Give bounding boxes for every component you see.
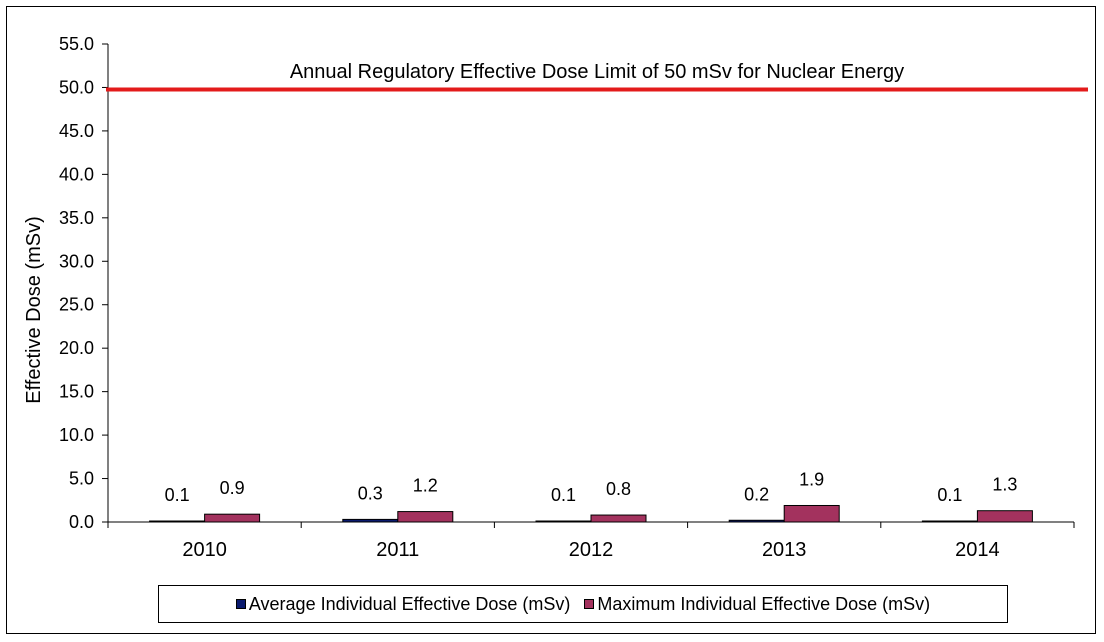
y-tick-label: 0.0 xyxy=(69,512,94,532)
data-label-average: 0.1 xyxy=(551,485,576,505)
legend-label-average: Average Individual Effective Dose (mSv) xyxy=(248,593,571,614)
data-label-average: 0.1 xyxy=(937,485,962,505)
y-tick-label: 35.0 xyxy=(59,208,94,228)
data-label-maximum: 0.8 xyxy=(606,479,631,499)
x-category-label: 2014 xyxy=(955,539,1000,561)
x-category-label: 2010 xyxy=(182,539,227,561)
y-tick-label: 55.0 xyxy=(59,34,94,54)
y-tick-label: 50.0 xyxy=(59,77,94,97)
data-label-average: 0.2 xyxy=(744,484,769,504)
bar-average-dose xyxy=(342,518,399,523)
legend: Average Individual Effective Dose (mSv) … xyxy=(158,585,1008,623)
data-label-maximum: 1.2 xyxy=(413,476,438,496)
y-tick-label: 40.0 xyxy=(59,164,94,184)
y-tick-label: 10.0 xyxy=(59,425,94,445)
y-tick-label: 5.0 xyxy=(69,469,94,489)
data-label-maximum: 1.3 xyxy=(992,475,1017,495)
bar-maximum-dose xyxy=(397,511,454,523)
bar-maximum-dose xyxy=(204,513,261,523)
regulatory-limit-label: Annual Regulatory Effective Dose Limit o… xyxy=(290,61,904,83)
bar-maximum-dose xyxy=(783,504,840,523)
bar-average-dose xyxy=(921,520,978,523)
bar-maximum-dose xyxy=(590,514,647,523)
x-category-label: 2011 xyxy=(376,539,419,561)
y-tick-label: 45.0 xyxy=(59,121,94,141)
y-tick-label: 25.0 xyxy=(59,295,94,315)
legend-label-maximum: Maximum Individual Effective Dose (mSv) xyxy=(597,593,931,614)
data-label-maximum: 1.9 xyxy=(799,469,824,489)
chart-frame xyxy=(6,6,1096,634)
x-category-label: 2013 xyxy=(762,539,807,561)
y-tick-label: 20.0 xyxy=(59,338,94,358)
legend-swatch-maximum xyxy=(584,599,595,609)
legend-swatch-average xyxy=(235,599,246,609)
bar-average-dose xyxy=(149,520,206,523)
bar-maximum-dose xyxy=(976,510,1033,523)
legend-item-maximum: Maximum Individual Effective Dose (mSv) xyxy=(584,594,930,615)
data-label-maximum: 0.9 xyxy=(220,478,245,498)
bar-average-dose xyxy=(535,520,592,523)
y-tick-label: 30.0 xyxy=(59,251,94,271)
y-tick-label: 15.0 xyxy=(59,382,94,402)
y-axis-title: Effective Dose (mSv) xyxy=(23,216,45,403)
data-label-average: 0.3 xyxy=(358,483,383,503)
x-category-label: 2012 xyxy=(569,539,614,561)
legend-item-average: Average Individual Effective Dose (mSv) xyxy=(235,593,571,615)
data-label-average: 0.1 xyxy=(165,485,190,505)
bar-average-dose xyxy=(728,519,785,523)
